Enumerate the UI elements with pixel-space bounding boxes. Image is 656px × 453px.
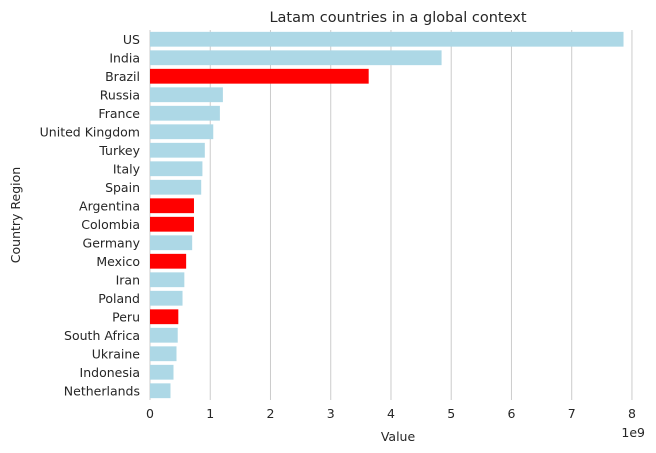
y-tick-label: Brazil	[105, 69, 140, 84]
y-tick-labels: US India Brazil Russia France United Kingdom T…	[40, 32, 141, 399]
y-tick-label: Colombia	[81, 217, 140, 232]
bar	[150, 383, 171, 399]
bar	[150, 161, 203, 177]
x-tick-label: 8	[628, 406, 636, 421]
y-tick-label: US	[123, 32, 140, 47]
bar	[150, 198, 194, 214]
bar	[150, 272, 185, 288]
bar	[150, 142, 205, 158]
x-offset-text: 1e9	[621, 425, 645, 440]
chart-title: Latam countries in a global context	[269, 10, 526, 26]
bar	[150, 235, 193, 251]
y-axis-title: Country Region	[8, 167, 23, 263]
y-tick-label: South Africa	[64, 328, 140, 343]
y-tick-label: Russia	[100, 87, 140, 102]
y-tick-label: Indonesia	[80, 365, 140, 380]
y-tick-label: Turkey	[98, 143, 140, 158]
x-tick-labels: 0 1 2 3 4 5 6 7 8	[146, 406, 636, 421]
x-axis-title: Value	[381, 429, 416, 444]
x-tick-label: 5	[447, 406, 455, 421]
bar	[150, 68, 369, 84]
x-tick-label: 1	[206, 406, 214, 421]
y-tick-label: Poland	[98, 291, 140, 306]
bar	[150, 327, 178, 343]
y-tick-label: Italy	[113, 161, 141, 176]
y-tick-label: India	[109, 50, 140, 65]
y-tick-label: Iran	[116, 272, 140, 287]
bar	[150, 290, 183, 306]
x-tick-label: 6	[507, 406, 515, 421]
bar	[150, 50, 442, 66]
y-tick-label: France	[98, 106, 140, 121]
y-tick-label: Netherlands	[64, 383, 140, 398]
bar	[150, 179, 202, 195]
bar	[150, 124, 214, 140]
bar	[150, 346, 177, 362]
bar	[150, 87, 223, 103]
y-tick-label: Mexico	[96, 254, 140, 269]
bar	[150, 309, 179, 325]
y-tick-label: Germany	[83, 235, 141, 250]
y-tick-label: Argentina	[79, 198, 140, 213]
bar	[150, 364, 174, 380]
x-tick-label: 2	[267, 406, 275, 421]
y-tick-label: Ukraine	[92, 346, 141, 361]
y-tick-label: United Kingdom	[40, 124, 140, 139]
bar	[150, 31, 624, 47]
bars	[150, 31, 624, 399]
y-tick-label: Peru	[112, 309, 140, 324]
bar	[150, 216, 194, 232]
x-tick-label: 4	[387, 406, 395, 421]
bar	[150, 105, 220, 121]
x-tick-label: 7	[568, 406, 576, 421]
x-tick-label: 3	[327, 406, 335, 421]
grid-lines	[149, 30, 633, 400]
y-tick-label: Spain	[105, 180, 140, 195]
bar	[150, 253, 187, 269]
x-tick-label: 0	[146, 406, 154, 421]
